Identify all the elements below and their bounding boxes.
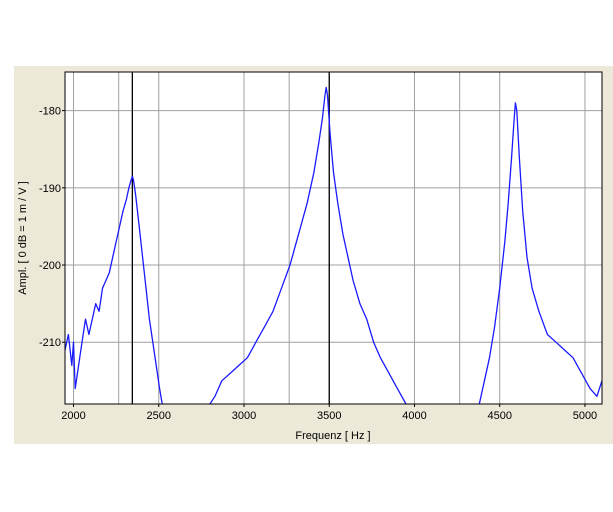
x-tick-label: 3500 (317, 410, 341, 422)
y-tick-label: -200 (39, 260, 61, 272)
x-tick-label: 4000 (402, 410, 426, 422)
x-tick-label: 2000 (61, 410, 85, 422)
y-ticks: -180 -190 -200 -210 (39, 106, 65, 349)
y-tick-label: -190 (39, 183, 61, 195)
x-ticks: 2000 2500 3000 3500 4000 4500 5000 (61, 404, 597, 422)
y-tick-label: -210 (39, 337, 61, 349)
plot-frame (64, 71, 603, 405)
x-tick-label: 3000 (232, 410, 256, 422)
y-axis-label: Ampl. [ 0 dB = 1 m / V ] (17, 181, 29, 294)
x-tick-label: 4500 (487, 410, 511, 422)
x-axis-label: Frequenz [ Hz ] (295, 430, 370, 442)
series-line (64, 175, 163, 405)
spectrum-chart: 2000 2500 3000 3500 4000 4500 5000 -180 -190 -20… (17, 71, 603, 442)
x-tick-label: 2500 (147, 410, 171, 422)
series-group (64, 86, 603, 405)
x-tick-label: 5000 (573, 410, 597, 422)
series-line (209, 86, 407, 405)
y-tick-label: -180 (39, 106, 61, 118)
chart-panel: 2000 2500 3000 3500 4000 4500 5000 -180 -190 -20… (14, 66, 613, 444)
plot-area-background (65, 72, 602, 404)
series-line (478, 102, 603, 405)
